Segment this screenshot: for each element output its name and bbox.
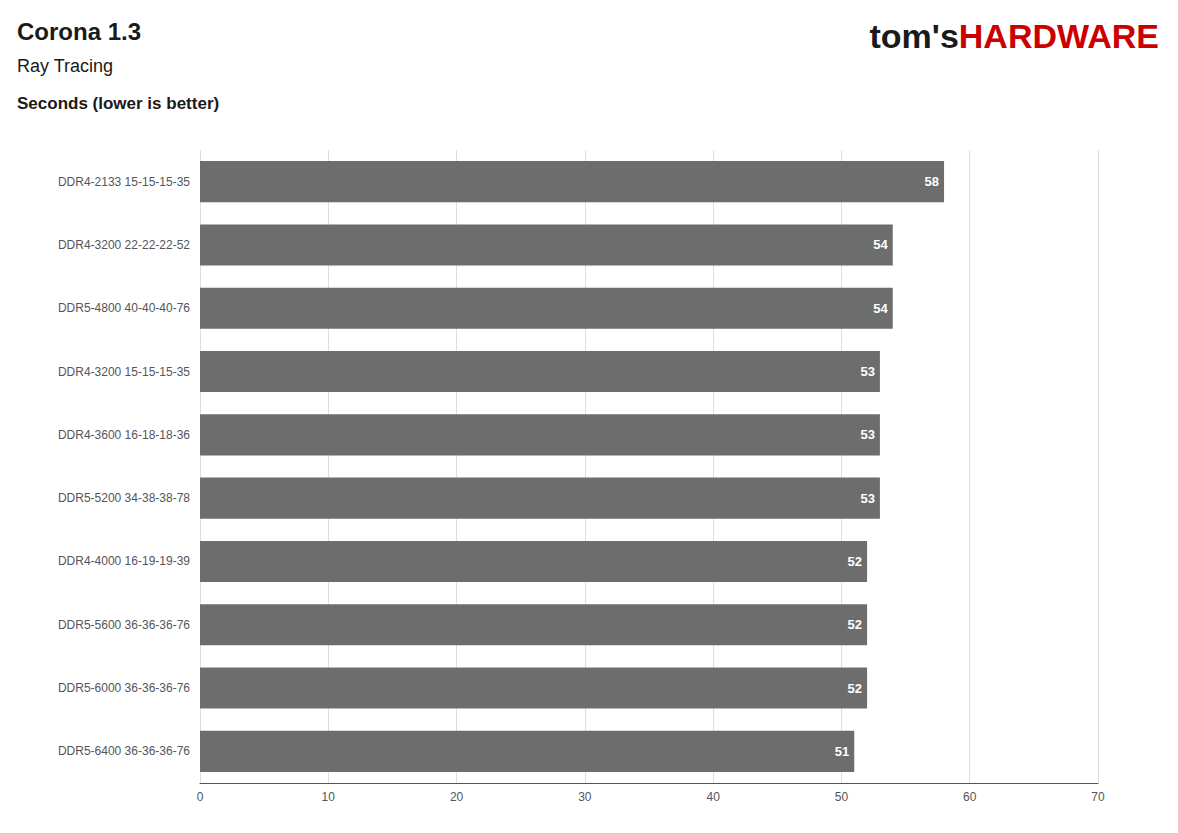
- svg-text:53: 53: [860, 427, 874, 442]
- svg-text:58: 58: [925, 174, 939, 189]
- svg-text:53: 53: [860, 491, 874, 506]
- svg-text:20: 20: [450, 790, 464, 804]
- svg-text:Corona 1.3: Corona 1.3: [17, 18, 141, 45]
- svg-text:54: 54: [873, 237, 888, 252]
- svg-text:HARDWARE: HARDWARE: [959, 17, 1159, 55]
- svg-text:0: 0: [197, 790, 204, 804]
- svg-text:DDR5-5600 36-36-36-76: DDR5-5600 36-36-36-76: [58, 618, 190, 632]
- svg-text:50: 50: [835, 790, 849, 804]
- svg-text:DDR5-6400 36-36-36-76: DDR5-6400 36-36-36-76: [58, 744, 190, 758]
- svg-text:tom's: tom's: [869, 17, 958, 55]
- svg-text:10: 10: [322, 790, 336, 804]
- svg-text:DDR4-2133 15-15-15-35: DDR4-2133 15-15-15-35: [58, 175, 190, 189]
- svg-text:70: 70: [1091, 790, 1105, 804]
- svg-text:DDR4-3600 16-18-18-36: DDR4-3600 16-18-18-36: [58, 428, 190, 442]
- svg-text:DDR4-3200 15-15-15-35: DDR4-3200 15-15-15-35: [58, 365, 190, 379]
- svg-text:Ray Tracing: Ray Tracing: [17, 56, 113, 76]
- svg-text:52: 52: [848, 617, 862, 632]
- svg-text:53: 53: [860, 364, 874, 379]
- svg-text:DDR5-6000 36-36-36-76: DDR5-6000 36-36-36-76: [58, 681, 190, 695]
- svg-text:DDR5-4800 40-40-40-76: DDR5-4800 40-40-40-76: [58, 301, 190, 315]
- svg-text:DDR5-5200 34-38-38-78: DDR5-5200 34-38-38-78: [58, 491, 190, 505]
- svg-text:52: 52: [848, 681, 862, 696]
- svg-text:51: 51: [835, 744, 849, 759]
- svg-text:DDR4-4000 16-19-19-39: DDR4-4000 16-19-19-39: [58, 554, 190, 568]
- svg-text:Seconds (lower is better): Seconds (lower is better): [17, 94, 219, 113]
- svg-text:60: 60: [963, 790, 977, 804]
- svg-text:DDR4-3200 22-22-22-52: DDR4-3200 22-22-22-52: [58, 238, 190, 252]
- svg-text:54: 54: [873, 301, 888, 316]
- svg-text:40: 40: [706, 790, 720, 804]
- svg-text:30: 30: [578, 790, 592, 804]
- svg-text:52: 52: [848, 554, 862, 569]
